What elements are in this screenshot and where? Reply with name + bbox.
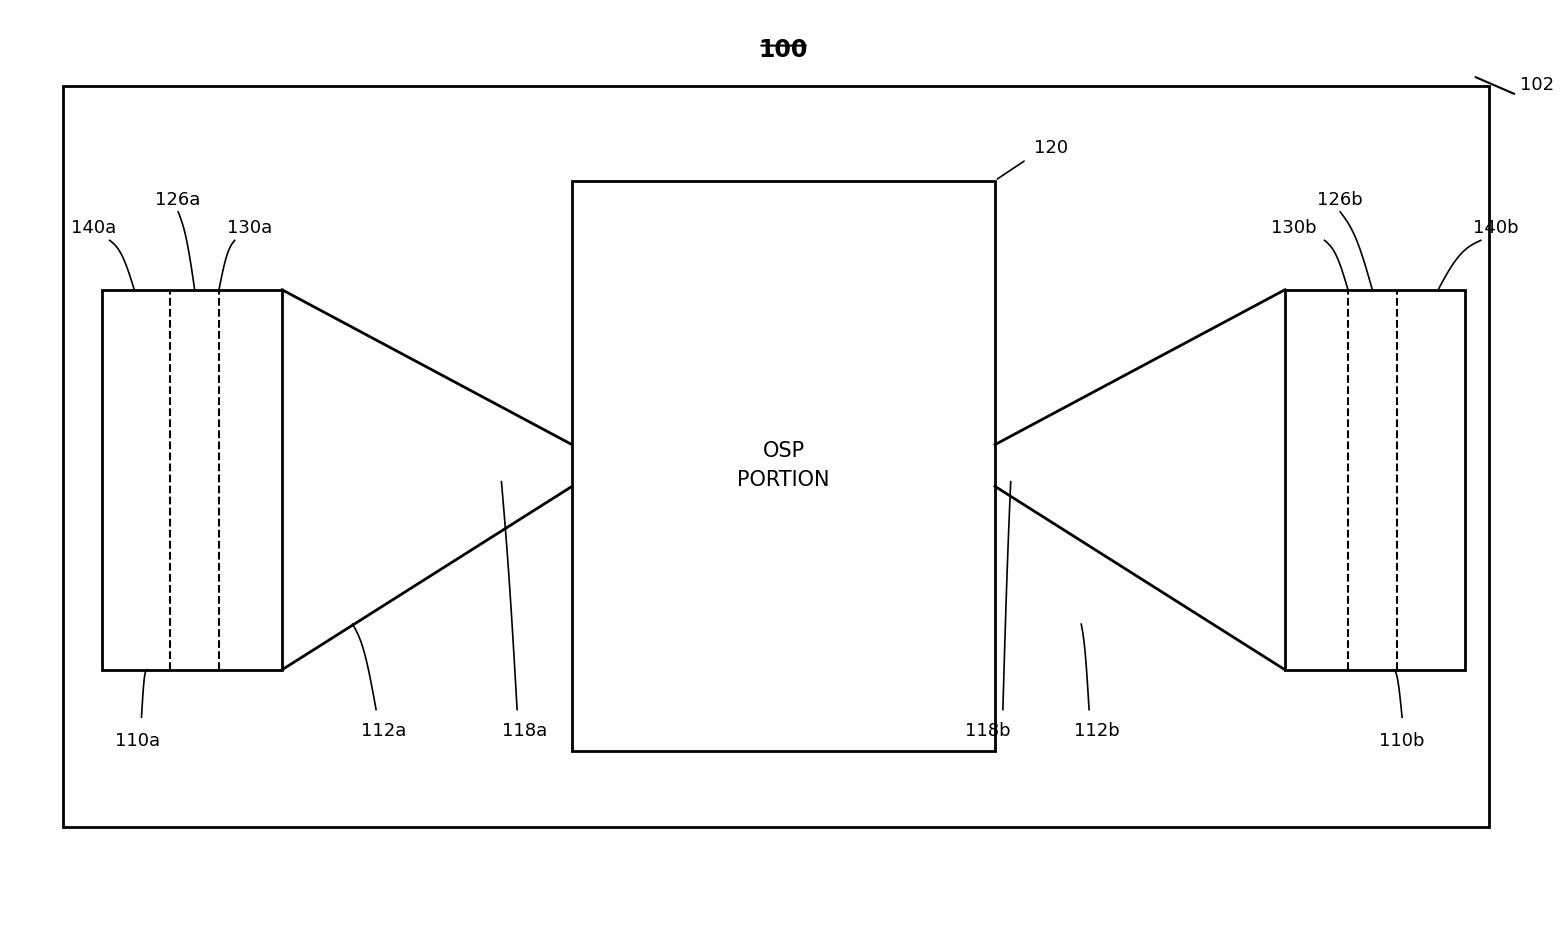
Bar bbox=[63, 86, 1489, 826]
Text: OSP
PORTION: OSP PORTION bbox=[736, 441, 831, 490]
Text: 110b: 110b bbox=[1379, 732, 1424, 750]
Text: 140a: 140a bbox=[72, 219, 116, 238]
Text: 120: 120 bbox=[1034, 139, 1069, 157]
Text: 102: 102 bbox=[1520, 77, 1554, 94]
Text: 100: 100 bbox=[758, 38, 809, 62]
Text: 118a: 118a bbox=[503, 722, 547, 740]
Text: 140b: 140b bbox=[1473, 219, 1518, 238]
Text: 110a: 110a bbox=[116, 732, 160, 750]
Text: 130a: 130a bbox=[227, 219, 273, 238]
Text: 126b: 126b bbox=[1318, 191, 1363, 209]
Bar bbox=[1285, 290, 1465, 670]
Text: 130b: 130b bbox=[1271, 219, 1316, 238]
Text: 126a: 126a bbox=[155, 191, 201, 209]
Text: 112b: 112b bbox=[1073, 722, 1120, 740]
Text: 112a: 112a bbox=[362, 722, 406, 740]
Text: 118b: 118b bbox=[965, 722, 1011, 740]
Bar bbox=[572, 180, 995, 751]
Bar bbox=[102, 290, 282, 670]
